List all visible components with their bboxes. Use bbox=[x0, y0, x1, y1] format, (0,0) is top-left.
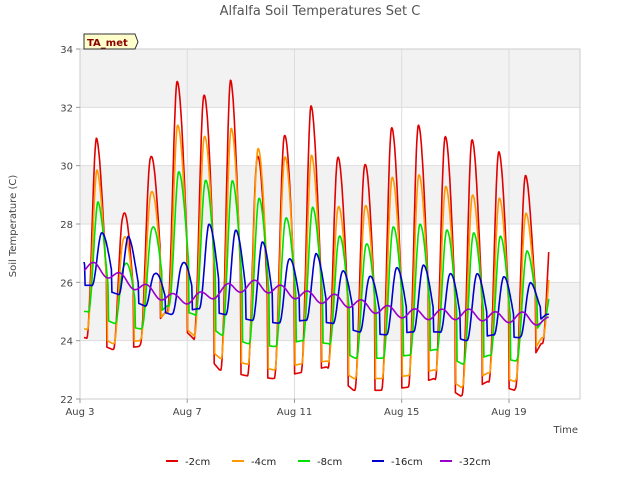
legend-item: -8cm bbox=[298, 457, 342, 468]
series-line-neg32cm bbox=[83, 261, 550, 326]
legend-item: -32cm bbox=[440, 457, 491, 468]
plot-band bbox=[80, 49, 580, 108]
x-tick-label: Aug 7 bbox=[173, 407, 202, 418]
badge-label: TA_met bbox=[87, 38, 128, 49]
x-axis-label: Time bbox=[553, 425, 578, 436]
legend-label: -4cm bbox=[251, 457, 276, 468]
legend-item: -4cm bbox=[232, 457, 276, 468]
y-tick-label: 22 bbox=[60, 395, 73, 406]
series-line-neg4cm bbox=[83, 124, 550, 389]
chart-title: Alfalfa Soil Temperatures Set C bbox=[220, 4, 421, 19]
y-tick-label: 32 bbox=[60, 103, 73, 114]
y-tick-label: 34 bbox=[60, 45, 73, 56]
site-badge: TA_met bbox=[83, 33, 139, 50]
x-tick-label: Aug 15 bbox=[384, 407, 419, 418]
legend-label: -16cm bbox=[391, 457, 423, 468]
legend: -2cm -4cm -8cm -16cm -32cm bbox=[166, 457, 491, 468]
x-axis-ticks: Aug 3 Aug 7 Aug 11 Aug 15 Aug 19 bbox=[65, 399, 527, 418]
series-line-neg16cm bbox=[83, 223, 550, 342]
x-tick-label: Aug 11 bbox=[277, 407, 312, 418]
y-tick-label: 26 bbox=[60, 278, 73, 289]
legend-label: -2cm bbox=[185, 457, 210, 468]
y-tick-label: 24 bbox=[60, 337, 73, 348]
y-axis-ticks: 22 24 26 28 30 32 34 bbox=[60, 45, 80, 406]
series-lines bbox=[83, 79, 550, 397]
series-line-neg8cm bbox=[83, 171, 550, 365]
y-tick-label: 28 bbox=[60, 220, 73, 231]
x-tick-label: Aug 19 bbox=[491, 407, 526, 418]
legend-item: -16cm bbox=[372, 457, 423, 468]
legend-item: -2cm bbox=[166, 457, 210, 468]
x-tick-label: Aug 3 bbox=[65, 407, 94, 418]
y-axis-label: Soil Temperature (C) bbox=[8, 175, 19, 278]
legend-label: -32cm bbox=[459, 457, 491, 468]
badge-shape bbox=[83, 33, 139, 50]
y-tick-label: 30 bbox=[60, 162, 73, 173]
legend-label: -8cm bbox=[317, 457, 342, 468]
